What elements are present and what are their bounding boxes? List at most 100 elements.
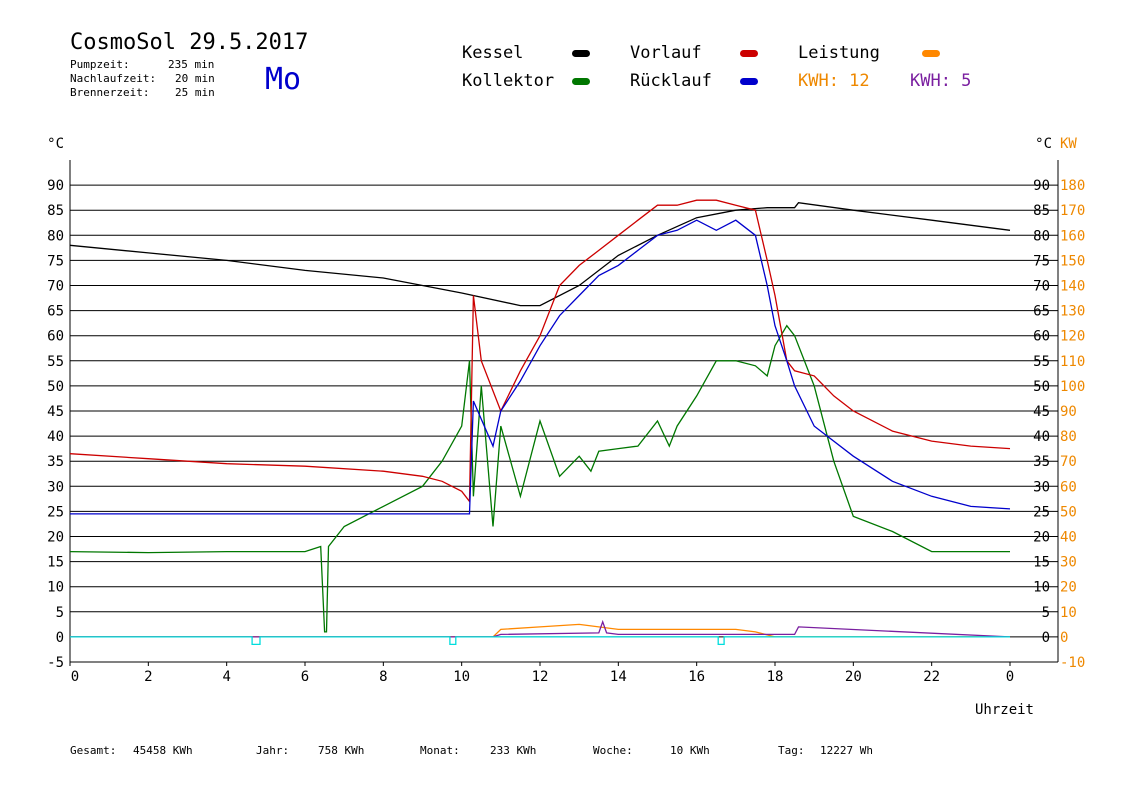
y-tick-label-right-c: 45 (1033, 404, 1050, 420)
y-tick-label-left: 5 (56, 605, 64, 621)
y-tick-label-right-kw: 140 (1060, 279, 1085, 295)
x-axis-label: Uhrzeit (975, 702, 1034, 718)
legend-leistung-swatch (922, 50, 940, 57)
y-tick-label-left: 40 (47, 429, 64, 445)
y-tick-label-right-kw: 20 (1060, 580, 1077, 596)
y-axis-unit-right-kw: KW (1060, 136, 1077, 152)
chart-title: CosmoSol 29.5.2017 (70, 30, 309, 55)
y-tick-label-right-kw: 120 (1060, 329, 1085, 345)
y-tick-label-left: 60 (47, 329, 64, 345)
y-tick-label-right-kw: 100 (1060, 379, 1085, 395)
y-tick-label-left: 55 (47, 354, 64, 370)
y-tick-label-left: 30 (47, 479, 64, 495)
series-pump-line (70, 636, 1010, 646)
series-ruecklauf-line (70, 219, 1011, 515)
y-tick-label-right-c: 70 (1033, 279, 1050, 295)
x-tick-label: 16 (688, 669, 705, 685)
y-tick-label-right-c: 0 (1042, 630, 1050, 646)
stat-value-brennerzeit: 25 min (175, 86, 215, 99)
y-tick-label-left: 75 (47, 253, 64, 269)
legend-ruecklauf-swatch (740, 78, 758, 85)
stat-value-nachlaufzeit: 20 min (175, 72, 215, 85)
y-tick-label-left: -5 (47, 655, 64, 671)
x-tick-label: 20 (845, 669, 862, 685)
legend-kwh-purple: KWH: 5 (910, 71, 972, 91)
y-tick-label-right-c: 10 (1033, 580, 1050, 596)
y-tick-label-left: 10 (47, 580, 64, 596)
y-tick-label-right-c: 55 (1033, 354, 1050, 370)
footer-tag-label: Tag: (778, 744, 805, 757)
x-tick-label: 0 (71, 669, 79, 685)
y-tick-label-right-c: 20 (1033, 530, 1050, 546)
x-tick-label: 12 (532, 669, 549, 685)
footer-jahr-label: Jahr: (256, 744, 290, 757)
footer-monat-label: Monat: (420, 744, 460, 757)
stat-value-pumpzeit: 235 min (168, 58, 215, 71)
y-tick-label-right-c: 15 (1033, 555, 1050, 571)
y-tick-label-right-kw: 180 (1060, 178, 1085, 194)
series-kwh-purple-line (70, 619, 1011, 638)
y-tick-label-left: 50 (47, 379, 64, 395)
footer-jahr-value: 758 KWh (318, 744, 365, 757)
footer-gesamt-label: Gesamt: (70, 744, 117, 757)
legend-ruecklauf-label: Rücklauf (630, 71, 712, 91)
y-tick-label-right-kw: -10 (1060, 655, 1085, 671)
x-tick-label: 6 (301, 669, 309, 685)
y-tick-label-right-c: 25 (1033, 504, 1050, 520)
y-tick-label-right-kw: 30 (1060, 555, 1077, 571)
y-tick-label-right-c: 35 (1033, 454, 1050, 470)
y-tick-label-right-kw: 50 (1060, 504, 1077, 520)
y-tick-label-right-c: 65 (1033, 304, 1050, 320)
y-tick-label-left: 35 (47, 454, 64, 470)
footer-tag-value: 12227 Wh (820, 744, 873, 757)
stat-label-brennerzeit: Brennerzeit: (70, 86, 150, 99)
y-tick-label-left: 85 (47, 203, 64, 219)
y-tick-label-right-kw: 150 (1060, 253, 1085, 269)
legend-vorlauf-label: Vorlauf (630, 43, 702, 63)
y-tick-label-right-kw: 110 (1060, 354, 1085, 370)
y-tick-label-left: 0 (56, 630, 64, 646)
y-tick-label-right-c: 40 (1033, 429, 1050, 445)
legend-vorlauf-swatch (740, 50, 758, 57)
y-tick-label-right-kw: 160 (1060, 228, 1085, 244)
footer-woche-value: 10 KWh (670, 744, 710, 757)
y-tick-label-left: 20 (47, 530, 64, 546)
y-tick-label-right-kw: 0 (1060, 630, 1068, 646)
stat-label-nachlaufzeit: Nachlaufzeit: (70, 72, 157, 85)
y-tick-label-right-kw: 90 (1060, 404, 1077, 420)
weekday-label: Mo (265, 62, 302, 97)
y-tick-label-right-kw: 60 (1060, 479, 1077, 495)
y-tick-label-left: 25 (47, 504, 64, 520)
y-axis-unit-left: °C (47, 136, 64, 152)
series-kollektor-line (69, 324, 1010, 633)
y-tick-label-left: 90 (47, 178, 64, 194)
y-tick-label-right-kw: 10 (1060, 605, 1077, 621)
x-tick-label: 8 (379, 669, 387, 685)
y-tick-label-right-kw: 80 (1060, 429, 1077, 445)
y-tick-label-right-kw: 70 (1060, 454, 1077, 470)
y-tick-label-right-c: 85 (1033, 203, 1050, 219)
y-tick-label-right-c: 30 (1033, 479, 1050, 495)
series-leistung-line (70, 623, 1010, 638)
footer-monat-value: 233 KWh (490, 744, 537, 757)
x-tick-label: 4 (222, 669, 230, 685)
y-tick-label-right-c: 75 (1033, 253, 1050, 269)
y-tick-label-right-kw: 40 (1060, 530, 1077, 546)
y-tick-label-right-c: 50 (1033, 379, 1050, 395)
legend-kwh-orange: KWH: 12 (798, 71, 870, 91)
x-tick-label: 2 (144, 669, 152, 685)
y-tick-label-left: 80 (47, 228, 64, 244)
y-tick-label-right-c: 90 (1033, 178, 1050, 194)
footer-gesamt-value: 45458 KWh (133, 744, 193, 757)
y-tick-label-right-kw: 170 (1060, 203, 1085, 219)
y-tick-label-left: 15 (47, 555, 64, 571)
y-tick-label-right-c: 80 (1033, 228, 1050, 244)
legend-kollektor-label: Kollektor (462, 71, 555, 91)
x-tick-label: 18 (767, 669, 784, 685)
y-tick-label-left: 45 (47, 404, 64, 420)
legend-kessel-swatch (572, 50, 590, 57)
x-tick-label: 10 (453, 669, 470, 685)
y-tick-label-right-c: 5 (1042, 605, 1050, 621)
legend-kessel-label: Kessel (462, 43, 524, 63)
footer-woche-label: Woche: (593, 744, 633, 757)
